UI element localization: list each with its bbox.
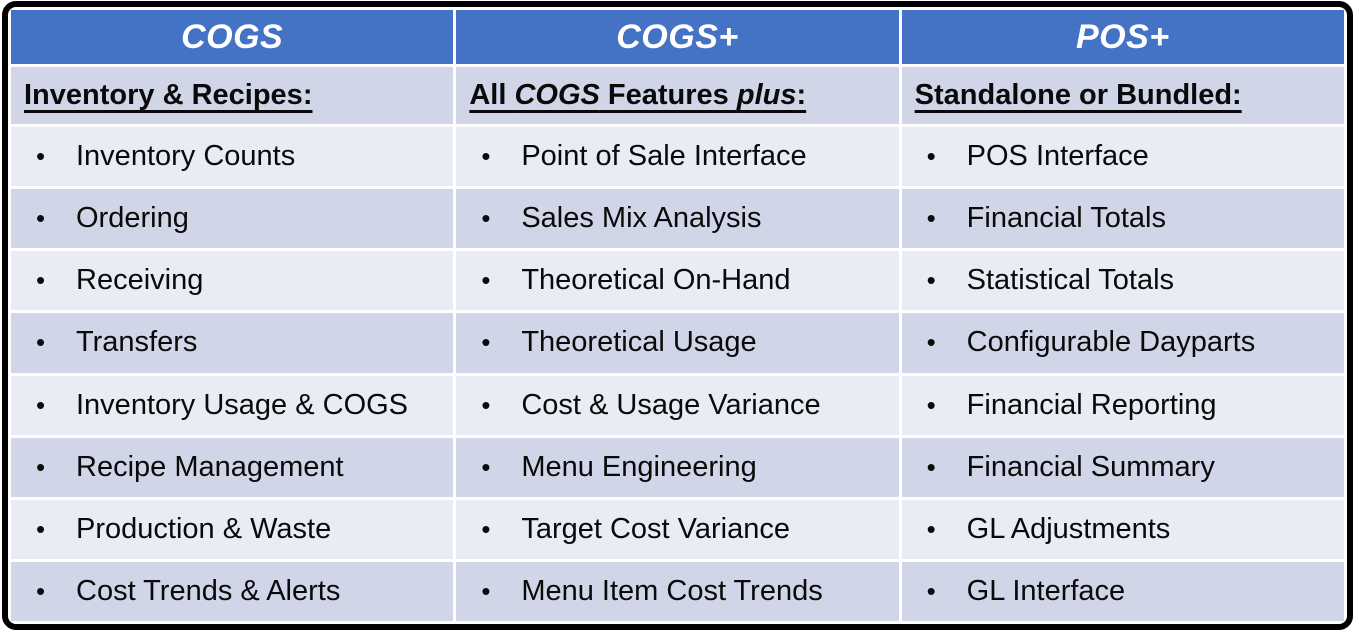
feature-item: • Production & Waste xyxy=(11,499,454,559)
feature-item: • Point of Sale Interface xyxy=(456,127,899,187)
feature-item: • Theoretical Usage xyxy=(456,313,899,373)
feature-item: • Receiving xyxy=(11,251,454,311)
feature-item-label: Configurable Dayparts xyxy=(966,326,1256,359)
bullet-icon: • xyxy=(481,451,491,482)
bullet-icon: • xyxy=(36,327,46,358)
bullet-icon: • xyxy=(926,327,936,358)
feature-item: • Theoretical On-Hand xyxy=(456,251,899,311)
bullet-icon: • xyxy=(481,389,491,420)
bullet-icon: • xyxy=(926,575,936,606)
feature-item-label: Receiving xyxy=(76,264,204,297)
feature-item: • Transfers xyxy=(11,313,454,373)
feature-item-label: GL Interface xyxy=(966,574,1126,607)
feature-item: • Target Cost Variance xyxy=(456,499,899,559)
bullet-icon: • xyxy=(481,141,491,172)
subheader-cogs-plus: All COGS Features plus: xyxy=(456,67,899,124)
bullet-icon: • xyxy=(36,575,46,606)
table-grid: COGS COGS+ POS+ Inventory & Recipes: All… xyxy=(11,10,1344,621)
feature-item-label: Financial Summary xyxy=(966,450,1215,483)
bullet-icon: • xyxy=(36,265,46,296)
feature-item-label: Inventory Usage & COGS xyxy=(76,388,409,421)
feature-item: • Cost Trends & Alerts xyxy=(11,561,454,621)
feature-item-label: POS Interface xyxy=(966,140,1149,173)
feature-item-label: Ordering xyxy=(76,202,189,235)
feature-item: • Statistical Totals xyxy=(901,251,1344,311)
subheader-cogs: Inventory & Recipes: xyxy=(11,67,454,124)
feature-item: • Cost & Usage Variance xyxy=(456,375,899,435)
feature-item-label: Transfers xyxy=(76,326,198,359)
feature-item: • Financial Reporting xyxy=(901,375,1344,435)
feature-item: • Menu Engineering xyxy=(456,437,899,497)
bullet-icon: • xyxy=(481,203,491,234)
feature-item: • POS Interface xyxy=(901,127,1344,187)
feature-item-label: Menu Item Cost Trends xyxy=(521,574,823,607)
bullet-icon: • xyxy=(481,575,491,606)
feature-item-label: Menu Engineering xyxy=(521,450,757,483)
subheader-pos-plus: Standalone or Bundled: xyxy=(901,67,1344,124)
feature-item-label: Recipe Management xyxy=(76,450,344,483)
feature-item: • Recipe Management xyxy=(11,437,454,497)
feature-item: • Financial Summary xyxy=(901,437,1344,497)
feature-item: • Inventory Usage & COGS xyxy=(11,375,454,435)
feature-item: • Ordering xyxy=(11,189,454,249)
subheader-cogs-plus-text: All COGS Features plus: xyxy=(469,79,807,111)
subheader-cogs-text: Inventory & Recipes: xyxy=(24,79,313,111)
feature-item-label: Financial Reporting xyxy=(966,388,1217,421)
bullet-icon: • xyxy=(481,327,491,358)
bullet-icon: • xyxy=(36,513,46,544)
feature-item: • GL Adjustments xyxy=(901,499,1344,559)
feature-item-label: Theoretical On-Hand xyxy=(521,264,791,297)
feature-item-label: Point of Sale Interface xyxy=(521,140,807,173)
bullet-icon: • xyxy=(481,265,491,296)
bullet-icon: • xyxy=(481,513,491,544)
feature-item: • Configurable Dayparts xyxy=(901,313,1344,373)
feature-item-label: Financial Totals xyxy=(966,202,1167,235)
column-header-cogs-plus: COGS+ xyxy=(456,10,899,64)
feature-item-label: GL Adjustments xyxy=(966,512,1171,545)
feature-item-label: Sales Mix Analysis xyxy=(521,202,762,235)
feature-item-label: Production & Waste xyxy=(76,512,332,545)
feature-item: • Financial Totals xyxy=(901,189,1344,249)
bullet-icon: • xyxy=(926,513,936,544)
bullet-icon: • xyxy=(926,451,936,482)
feature-item-label: Inventory Counts xyxy=(76,140,296,173)
bullet-icon: • xyxy=(36,389,46,420)
feature-item-label: Cost & Usage Variance xyxy=(521,388,821,421)
feature-item-label: Statistical Totals xyxy=(966,264,1175,297)
bullet-icon: • xyxy=(36,451,46,482)
column-header-pos-plus: POS+ xyxy=(901,10,1344,64)
feature-item: • Menu Item Cost Trends xyxy=(456,561,899,621)
bullet-icon: • xyxy=(926,203,936,234)
bullet-icon: • xyxy=(926,265,936,296)
feature-item: • GL Interface xyxy=(901,561,1344,621)
bullet-icon: • xyxy=(926,389,936,420)
feature-item: • Inventory Counts xyxy=(11,127,454,187)
feature-item-label: Theoretical Usage xyxy=(521,326,757,359)
column-header-cogs: COGS xyxy=(11,10,454,64)
subheader-pos-plus-text: Standalone or Bundled: xyxy=(914,79,1242,111)
bullet-icon: • xyxy=(36,141,46,172)
feature-item-label: Target Cost Variance xyxy=(521,512,790,545)
bullet-icon: • xyxy=(36,203,46,234)
feature-item-label: Cost Trends & Alerts xyxy=(76,574,341,607)
feature-item: • Sales Mix Analysis xyxy=(456,189,899,249)
bullet-icon: • xyxy=(926,141,936,172)
